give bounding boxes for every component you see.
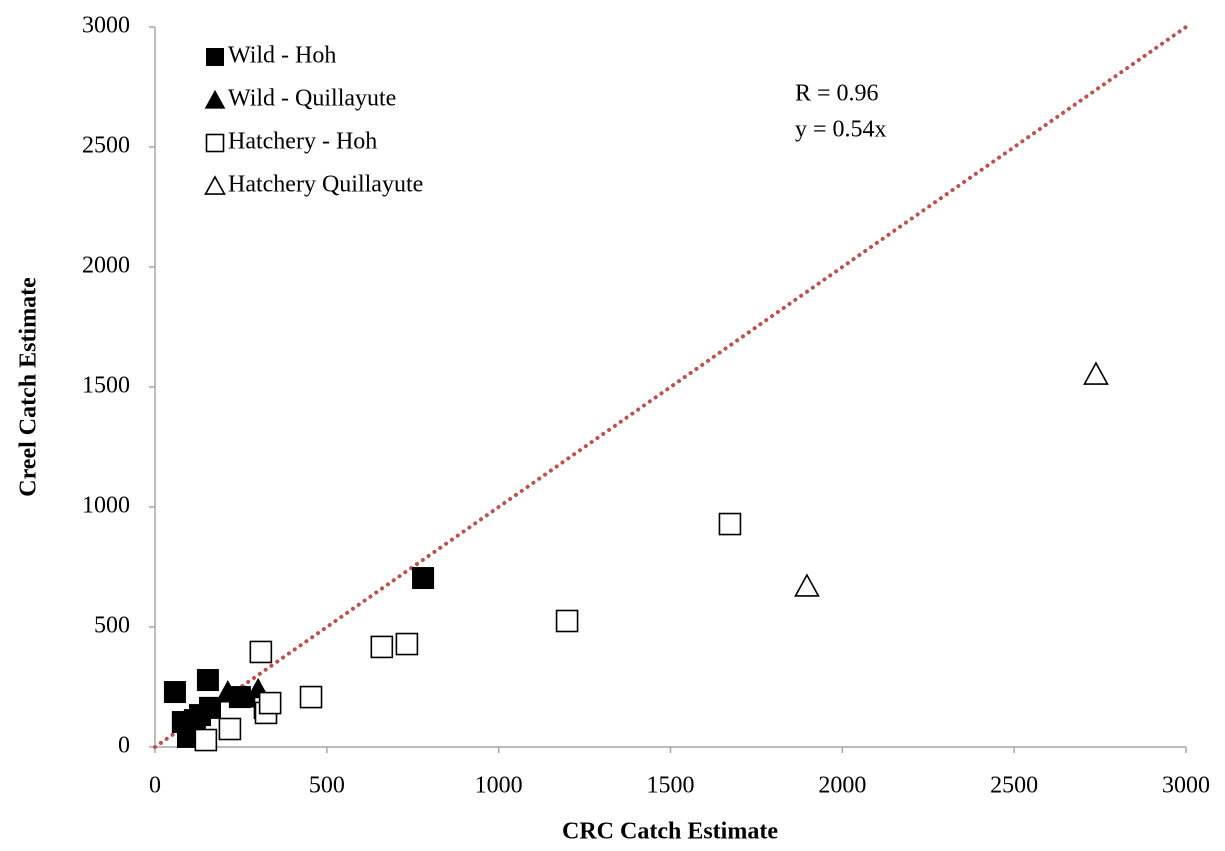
point xyxy=(215,680,241,703)
point xyxy=(370,635,394,659)
legend-marker xyxy=(205,133,225,153)
legend-marker xyxy=(204,175,226,195)
legend-label: Hatchery - Hoh xyxy=(228,129,377,155)
y-tick-label: 2500 xyxy=(82,133,130,159)
x-tick-label: 500 xyxy=(309,773,345,799)
x-tick-label: 1500 xyxy=(647,773,695,799)
legend-label: Hatchery Quillayute xyxy=(228,172,423,198)
y-axis-title: Creel Catch Estimate xyxy=(16,277,42,497)
point xyxy=(196,669,219,692)
point xyxy=(258,691,282,715)
annotation: R = 0.96 xyxy=(795,81,879,107)
y-tick-label: 3000 xyxy=(82,13,130,39)
point xyxy=(412,567,435,590)
point xyxy=(218,717,242,741)
legend-label: Wild - Quillayute xyxy=(228,86,396,112)
point xyxy=(249,640,273,664)
point xyxy=(395,632,419,656)
point xyxy=(299,685,323,709)
x-tick-label: 2000 xyxy=(818,773,866,799)
x-axis-title: CRC Catch Estimate xyxy=(562,819,778,845)
point xyxy=(194,728,218,752)
y-tick-label: 1500 xyxy=(82,373,130,399)
point xyxy=(555,609,579,633)
x-tick-label: 1000 xyxy=(475,773,523,799)
y-tick-label: 2000 xyxy=(82,253,130,279)
x-tick-label: 0 xyxy=(149,773,161,799)
point xyxy=(718,512,742,536)
point xyxy=(183,709,206,732)
point xyxy=(232,685,258,708)
y-tick-label: 1000 xyxy=(82,493,130,519)
legend-label: Wild - Hoh xyxy=(228,43,336,69)
x-tick-label: 3000 xyxy=(1162,773,1210,799)
legend-marker xyxy=(204,89,226,109)
x-tick-label: 2500 xyxy=(990,773,1038,799)
point xyxy=(163,681,186,704)
legend-marker xyxy=(206,48,224,66)
point xyxy=(1083,361,1109,385)
y-tick-label: 500 xyxy=(94,613,130,639)
point xyxy=(794,573,820,597)
annotation: y = 0.54x xyxy=(795,117,887,143)
y-tick-label: 0 xyxy=(118,733,130,759)
